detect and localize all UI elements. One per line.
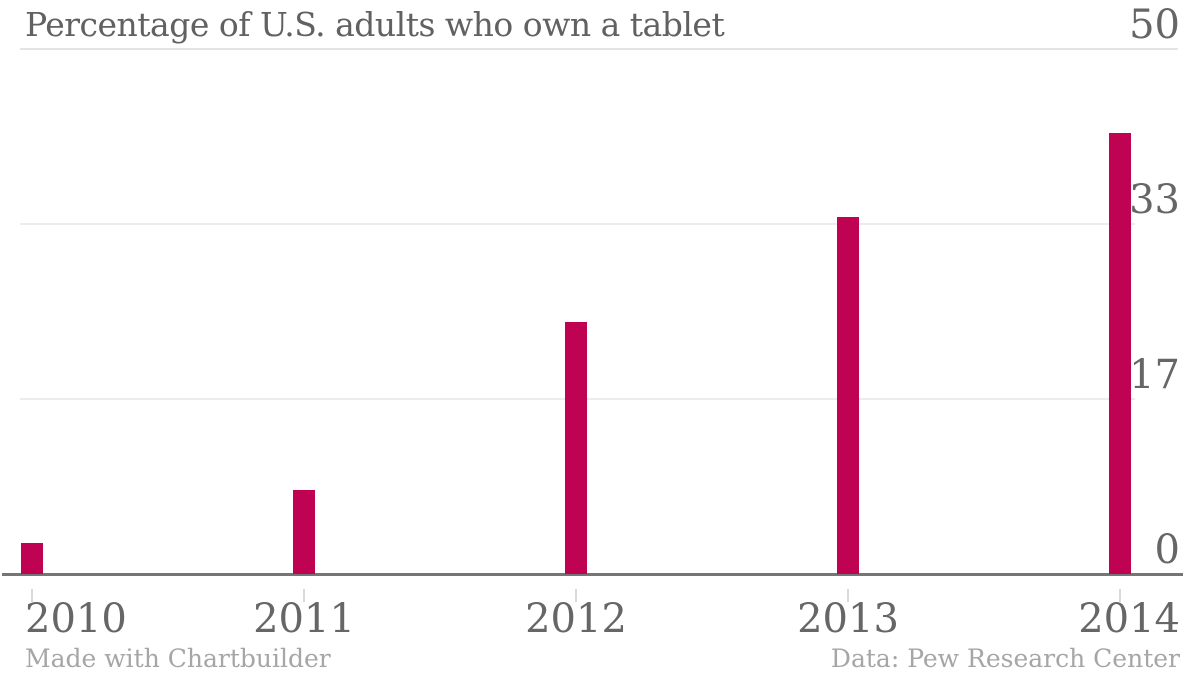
chart-source: Data: Pew Research Center	[830, 644, 1180, 673]
y-tick-label-33: 33	[1129, 177, 1180, 224]
x-tick-label-2011: 2011	[253, 596, 355, 642]
x-tick-2012	[575, 589, 577, 602]
chart-credit: Made with Chartbuilder	[25, 644, 331, 673]
x-tick-label-2014: 2014	[1078, 596, 1180, 642]
x-tick-2013	[847, 589, 849, 602]
chart-title: Percentage of U.S. adults who own a tabl…	[25, 5, 725, 44]
x-tick-2014	[1119, 589, 1121, 602]
x-axis-baseline	[2, 573, 1183, 576]
x-tick-label-2012: 2012	[525, 596, 627, 642]
bar-2013	[837, 217, 859, 574]
x-tick-label-2010: 2010	[25, 596, 127, 642]
y-tick-label-50: 50	[1129, 2, 1180, 48]
y-tick-label-17: 17	[1129, 352, 1180, 398]
bar-2014	[1109, 133, 1131, 574]
bar-2010	[21, 542, 43, 574]
y-tick-label-0: 0	[1154, 527, 1180, 573]
x-tick-2011	[303, 589, 305, 602]
bar-2012	[565, 322, 587, 574]
gridline-33	[20, 223, 1135, 225]
bar-2011	[293, 490, 315, 574]
x-tick-2010	[31, 589, 33, 602]
title-rule	[20, 48, 1178, 50]
x-tick-label-2013: 2013	[797, 596, 899, 642]
